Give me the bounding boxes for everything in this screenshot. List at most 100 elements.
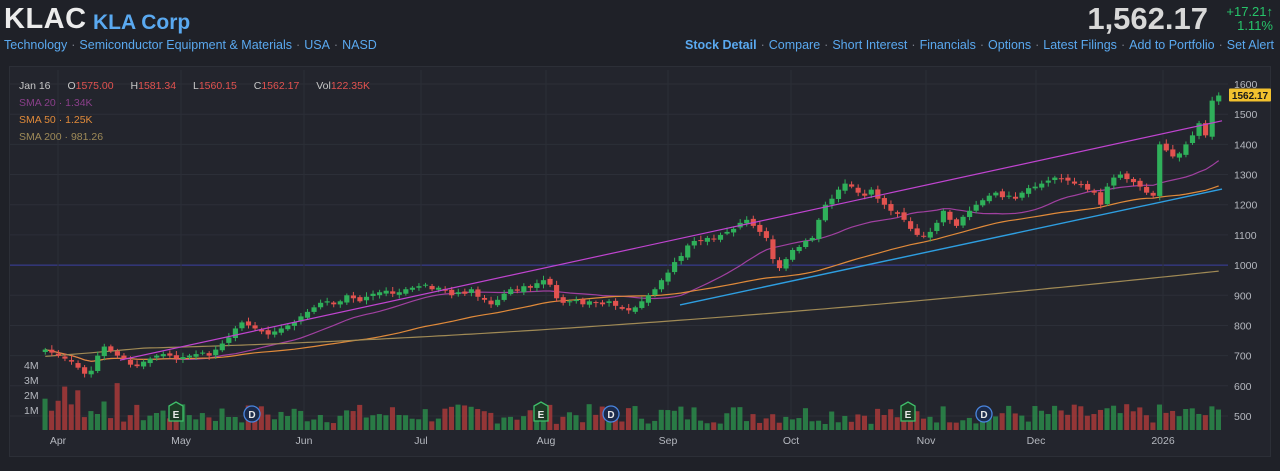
candle-body	[809, 237, 815, 241]
candle-body	[232, 328, 238, 339]
volume-bar	[212, 420, 218, 430]
candle-body	[1144, 186, 1150, 193]
volume-bar	[1019, 415, 1025, 430]
nav-compare[interactable]: Compare	[768, 38, 821, 52]
volume-bar	[553, 423, 559, 430]
volume-bar	[1163, 412, 1169, 430]
candle-body	[55, 353, 61, 356]
candle-body	[967, 210, 973, 218]
candle-body	[291, 322, 297, 326]
nav-short-interest[interactable]: Short Interest	[832, 38, 908, 52]
candle-body	[193, 354, 199, 357]
volume-bar	[776, 422, 782, 430]
sma200-line	[45, 270, 1219, 357]
candle-body	[488, 300, 494, 305]
volume-bar	[881, 414, 887, 430]
candle-body	[672, 262, 678, 273]
volume-bar	[317, 414, 323, 430]
volume-bar	[816, 420, 822, 430]
earnings-badge	[168, 401, 184, 422]
separator-dot: ·	[911, 38, 916, 52]
sma50-value: 1.25K	[65, 114, 93, 126]
candle-body	[1085, 184, 1091, 190]
volume-bar	[1032, 406, 1038, 430]
candle-body	[1091, 190, 1097, 193]
change-absolute: +17.21	[1226, 4, 1267, 19]
price-change: +17.21↑ 1.11%	[1226, 5, 1273, 33]
nav-options[interactable]: Options	[988, 38, 1032, 52]
candle-body	[547, 278, 553, 285]
chart-panel[interactable]	[9, 66, 1271, 457]
candle-body	[114, 351, 120, 356]
candle-body	[272, 331, 278, 335]
candle-body	[645, 295, 651, 303]
volume-bar	[403, 415, 409, 430]
volume-bar	[42, 398, 48, 430]
volume-bar	[888, 409, 894, 430]
volume-bar	[927, 416, 933, 430]
volume-bar	[481, 411, 487, 430]
close-label: C	[253, 80, 262, 92]
x-tick-label: Aug	[537, 435, 556, 447]
volume-bar	[363, 417, 369, 430]
nav-financials[interactable]: Financials	[919, 38, 976, 52]
change-percent: 1.11%	[1237, 18, 1273, 33]
volume-bar	[81, 417, 87, 430]
sma20-value: 1.34K	[65, 97, 93, 109]
y-tick-label: 1300	[1234, 170, 1258, 182]
candle-body	[1196, 123, 1202, 136]
volume-bar	[389, 407, 395, 430]
candle-body	[239, 322, 245, 329]
nav-add-to-portfolio[interactable]: Add to Portfolio	[1129, 38, 1215, 52]
breadcrumb-sector[interactable]: Technology	[4, 38, 68, 52]
marker-letter: D	[607, 410, 614, 421]
volume-bar	[1006, 405, 1012, 430]
y-tick-label: 1000	[1234, 260, 1258, 272]
y-tick-label: 1100	[1234, 230, 1257, 242]
candle-body	[560, 297, 566, 303]
breadcrumb-exchange[interactable]: NASD	[342, 38, 377, 52]
candle-body	[868, 189, 874, 195]
volume-bar	[160, 410, 166, 430]
company-name[interactable]: KLA Corp	[93, 11, 191, 34]
volume-bar	[1071, 404, 1077, 430]
nav-stock-detail[interactable]: Stock Detail	[685, 38, 757, 52]
high-value: 1581.34	[138, 80, 177, 92]
nav-latest-filings[interactable]: Latest Filings	[1043, 38, 1117, 52]
breadcrumb-industry[interactable]: Semiconductor Equipment & Materials	[79, 38, 293, 52]
volume-bar	[396, 414, 402, 430]
volume-bar	[1117, 413, 1123, 430]
candle-body	[927, 231, 933, 238]
marker-letter: D	[248, 410, 255, 421]
candle-body	[1170, 149, 1176, 157]
volume-bar	[140, 420, 146, 430]
candle-body	[350, 295, 356, 299]
candle-body	[953, 219, 960, 226]
volume-bar	[717, 423, 723, 430]
separator-dot: ·	[979, 38, 985, 52]
candle-body	[1209, 100, 1215, 137]
volume-bar	[632, 406, 638, 430]
dividend-badge	[243, 405, 261, 423]
candle-body	[521, 286, 527, 293]
candle-body	[1104, 186, 1110, 205]
volume-bar	[1196, 413, 1202, 430]
x-tick-label: May	[171, 435, 192, 447]
separator-dot: ·	[71, 38, 76, 52]
candle-body	[796, 246, 802, 252]
breadcrumb-country[interactable]: USA	[304, 38, 330, 52]
candle-body	[665, 272, 671, 282]
nav-set-alert[interactable]: Set Alert	[1226, 38, 1274, 52]
candle-body	[449, 289, 455, 296]
volume-bar	[173, 420, 179, 430]
candle-body	[357, 297, 363, 302]
volume-tick-label: 2M	[24, 390, 39, 402]
candle-body	[1039, 183, 1045, 188]
volume-bar	[973, 423, 979, 430]
candle-body	[770, 239, 776, 260]
candle-body	[324, 301, 330, 303]
channel-trendline	[119, 120, 1223, 361]
candle-body	[586, 301, 592, 305]
candle-body	[455, 292, 461, 295]
